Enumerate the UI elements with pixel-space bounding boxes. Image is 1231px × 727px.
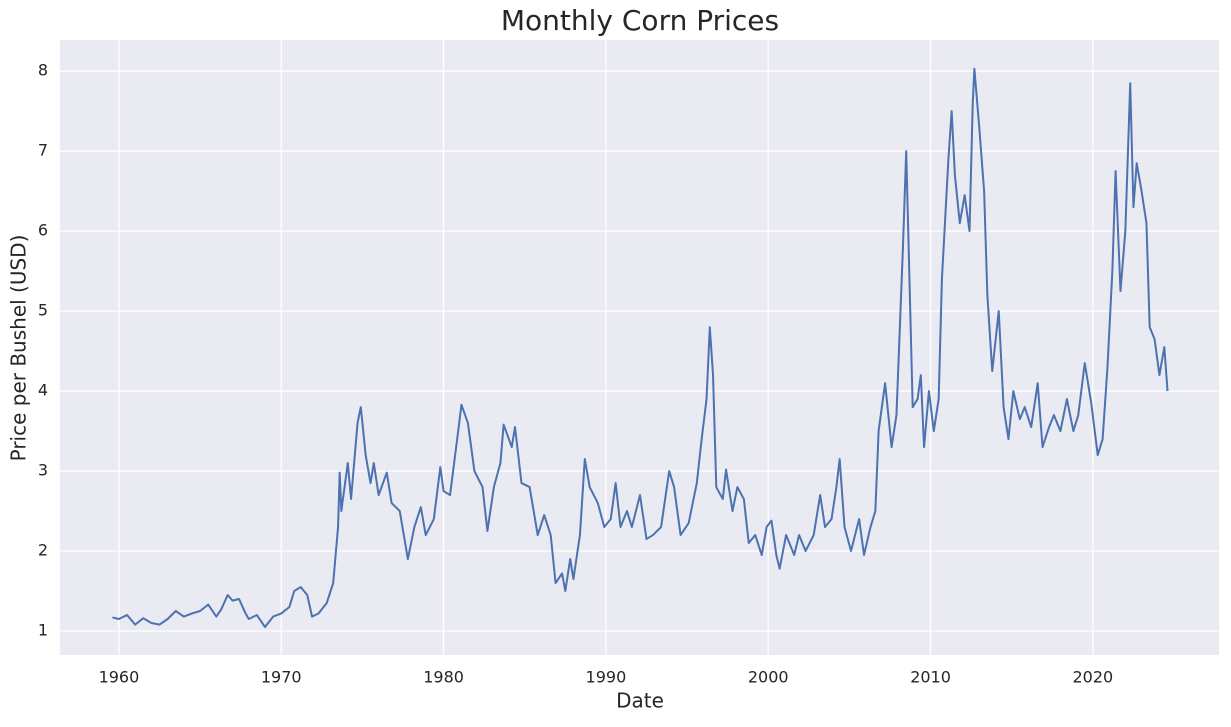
x-tick-label: 2000 <box>748 668 789 687</box>
x-tick-label: 1990 <box>586 668 627 687</box>
y-axis-label: Price per Bushel (USD) <box>7 235 31 462</box>
y-tick-label: 8 <box>38 61 48 80</box>
y-tick-label: 6 <box>38 221 48 240</box>
y-tick-label: 2 <box>38 541 48 560</box>
x-tick-label: 2020 <box>1073 668 1114 687</box>
y-tick-label: 4 <box>38 381 48 400</box>
price-line <box>112 67 1169 629</box>
x-tick-label: 1960 <box>99 668 140 687</box>
x-axis-label: Date <box>616 689 664 713</box>
x-tick-label: 2010 <box>910 668 951 687</box>
x-tick-label: 1980 <box>423 668 464 687</box>
plot-area <box>60 40 1219 655</box>
y-tick-label: 7 <box>38 141 48 160</box>
chart-title: Monthly Corn Prices <box>501 4 779 37</box>
y-tick-label: 3 <box>38 461 48 480</box>
y-tick-label: 5 <box>38 301 48 320</box>
x-tick-label: 1970 <box>261 668 302 687</box>
y-tick-label: 1 <box>38 621 48 640</box>
